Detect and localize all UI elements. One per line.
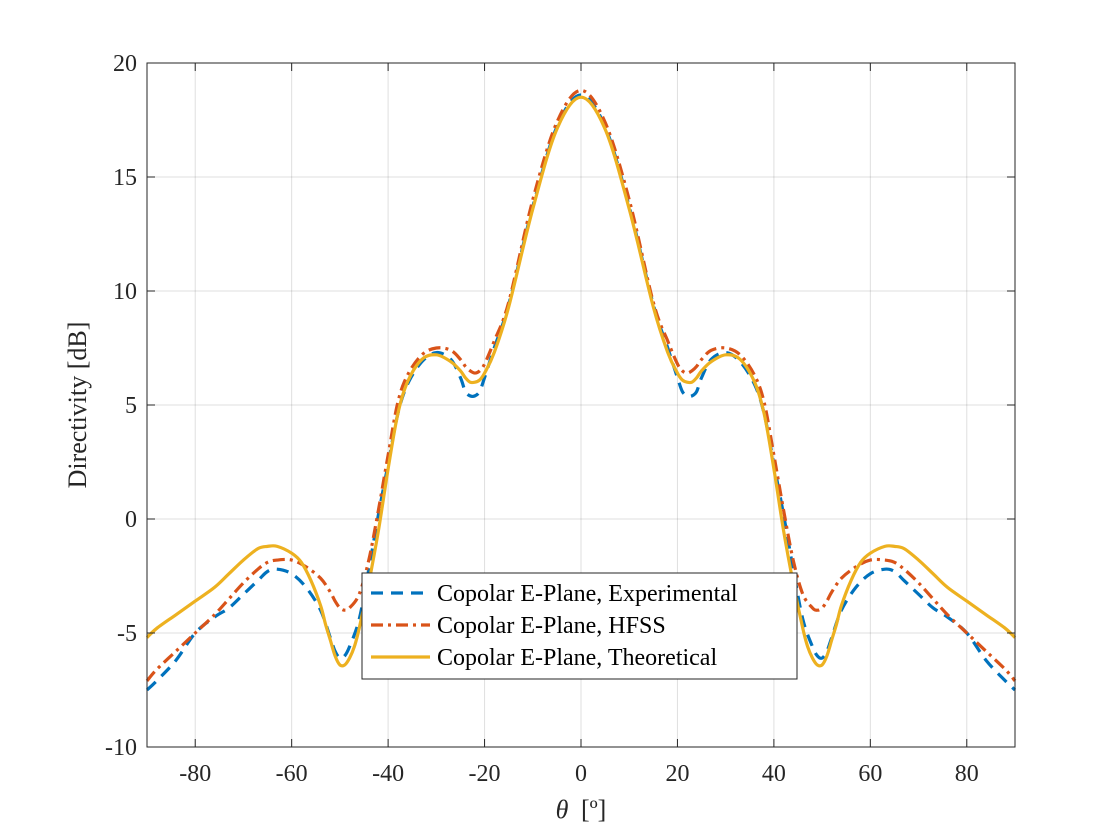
legend-label-1: Copolar E-Plane, Experimental	[437, 581, 738, 607]
y-tick-label: 10	[113, 279, 137, 305]
x-axis-label: θ [º]	[556, 795, 607, 824]
x-tick-label: -80	[179, 761, 211, 787]
y-axis-label: Directivity [dB]	[63, 322, 92, 489]
legend-box	[361, 572, 798, 680]
y-tick-label: 15	[113, 165, 137, 191]
legend: Copolar E-Plane, Experimental Copolar E-P…	[361, 572, 798, 680]
y-tick-label: 0	[125, 507, 137, 533]
ticks	[147, 62, 1015, 748]
x-tick-label: 20	[665, 761, 689, 787]
x-tick-label: -40	[372, 761, 404, 787]
y-tick-label: 20	[113, 51, 137, 77]
y-tick-label: 5	[125, 393, 137, 419]
series-layer	[145, 88, 1017, 692]
y-tick-label: -5	[117, 621, 137, 647]
x-tick-label: 0	[575, 761, 587, 787]
tick-labels: -80 -60 -40 -20 0 20 40 60 80 -10 -5 0 5 10 15 20	[105, 51, 979, 787]
x-tick-label: 60	[858, 761, 882, 787]
x-axis-unit: [º]	[581, 795, 606, 824]
x-axis-symbol: θ	[556, 795, 569, 824]
series-line-3	[145, 95, 1017, 668]
legend-label-2: Copolar E-Plane, HFSS	[437, 613, 666, 639]
x-tick-label: -20	[469, 761, 501, 787]
y-tick-label: -10	[105, 735, 137, 761]
x-tick-label: -60	[276, 761, 308, 787]
x-tick-label: 80	[955, 761, 979, 787]
legend-label-3: Copolar E-Plane, Theoretical	[437, 645, 717, 671]
x-tick-label: 40	[762, 761, 786, 787]
